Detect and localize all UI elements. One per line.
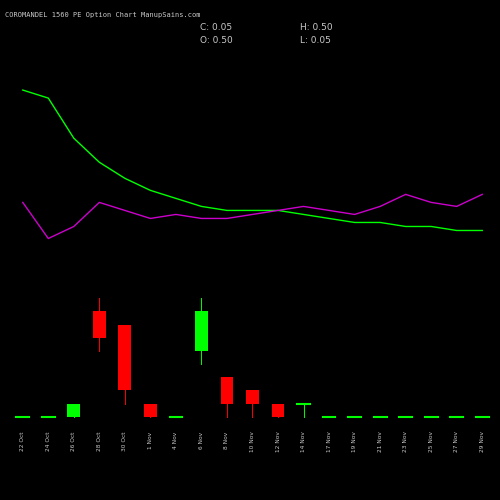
Bar [144,404,157,417]
Text: O: 0.50: O: 0.50 [200,36,233,45]
Bar [68,404,80,417]
Bar [118,324,131,390]
Bar [195,312,208,351]
Bar [93,312,106,338]
Text: L: 0.05: L: 0.05 [300,36,331,45]
Bar [272,404,284,417]
Text: C: 0.05: C: 0.05 [200,22,232,32]
Bar [246,390,259,404]
Text: COROMANDEL 1560 PE Option Chart ManupSains.com: COROMANDEL 1560 PE Option Chart ManupSai… [5,12,200,18]
Bar [220,378,234,404]
Text: H: 0.50: H: 0.50 [300,22,332,32]
